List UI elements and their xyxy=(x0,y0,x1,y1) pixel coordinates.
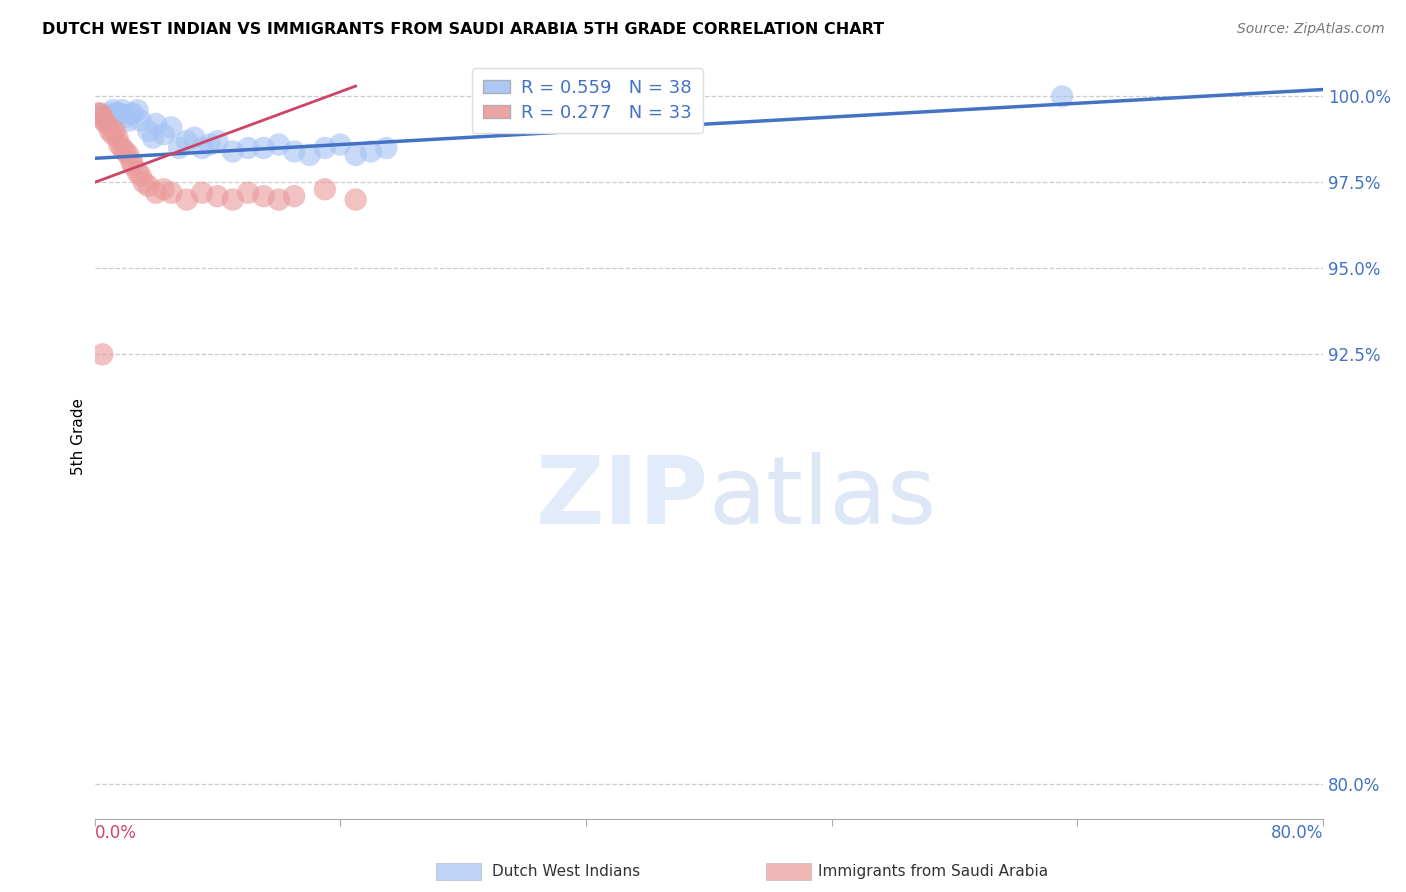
Point xyxy=(314,141,336,155)
Point xyxy=(136,178,159,193)
Point xyxy=(103,124,125,138)
Point xyxy=(107,130,129,145)
Point xyxy=(222,145,245,159)
Point xyxy=(142,130,165,145)
Point xyxy=(107,106,129,120)
Point xyxy=(183,130,205,145)
Point xyxy=(86,106,108,120)
Point xyxy=(98,124,121,138)
Point xyxy=(283,145,305,159)
Point xyxy=(98,106,121,120)
Y-axis label: 5th Grade: 5th Grade xyxy=(72,399,86,475)
Point xyxy=(152,182,174,196)
Point xyxy=(252,189,274,203)
Legend: R = 0.559   N = 38, R = 0.277   N = 33: R = 0.559 N = 38, R = 0.277 N = 33 xyxy=(472,68,703,133)
Point xyxy=(91,347,114,361)
Point xyxy=(176,134,198,148)
Point xyxy=(111,141,134,155)
Point xyxy=(108,137,131,152)
Point xyxy=(344,148,367,162)
Text: 80.0%: 80.0% xyxy=(1271,824,1323,842)
Point xyxy=(114,110,136,124)
Point xyxy=(120,154,142,169)
Point xyxy=(91,110,114,124)
Point xyxy=(117,113,139,128)
Point xyxy=(127,165,149,179)
Point xyxy=(252,141,274,155)
Point xyxy=(114,145,136,159)
Point xyxy=(344,193,367,207)
Point xyxy=(1050,89,1073,103)
Point xyxy=(91,110,114,124)
Text: atlas: atlas xyxy=(709,452,938,544)
Point xyxy=(191,186,214,200)
Point xyxy=(117,148,139,162)
Point xyxy=(89,106,111,120)
Point xyxy=(96,113,118,128)
Point xyxy=(314,182,336,196)
Text: ZIP: ZIP xyxy=(536,452,709,544)
Point xyxy=(360,145,382,159)
Point xyxy=(207,189,229,203)
Point xyxy=(222,193,245,207)
Point xyxy=(145,117,167,131)
Point xyxy=(298,148,321,162)
Point xyxy=(132,175,155,189)
Point xyxy=(160,186,183,200)
Point xyxy=(105,106,128,120)
Point xyxy=(127,103,149,118)
Point xyxy=(136,124,159,138)
Text: Immigrants from Saudi Arabia: Immigrants from Saudi Arabia xyxy=(818,864,1049,879)
Point xyxy=(160,120,183,135)
Point xyxy=(152,127,174,141)
Point xyxy=(122,158,145,172)
Point xyxy=(122,106,145,120)
Point xyxy=(236,186,259,200)
Text: DUTCH WEST INDIAN VS IMMIGRANTS FROM SAUDI ARABIA 5TH GRADE CORRELATION CHART: DUTCH WEST INDIAN VS IMMIGRANTS FROM SAU… xyxy=(42,22,884,37)
Point xyxy=(167,141,190,155)
Text: Dutch West Indians: Dutch West Indians xyxy=(492,864,640,879)
Point xyxy=(93,113,115,128)
Point xyxy=(129,113,152,128)
Point xyxy=(96,117,118,131)
Point xyxy=(101,103,124,118)
Point xyxy=(90,106,112,120)
Point xyxy=(129,169,152,183)
Point xyxy=(176,193,198,207)
Point xyxy=(108,106,131,120)
Point xyxy=(236,141,259,155)
Point xyxy=(145,186,167,200)
Text: 0.0%: 0.0% xyxy=(94,824,136,842)
Point xyxy=(207,134,229,148)
Point xyxy=(111,103,134,118)
Point xyxy=(101,127,124,141)
Point xyxy=(283,189,305,203)
Point xyxy=(267,137,290,152)
Point xyxy=(191,141,214,155)
Text: Source: ZipAtlas.com: Source: ZipAtlas.com xyxy=(1237,22,1385,37)
Point xyxy=(267,193,290,207)
Point xyxy=(120,106,142,120)
Point xyxy=(375,141,398,155)
Point xyxy=(329,137,352,152)
Point xyxy=(198,137,221,152)
